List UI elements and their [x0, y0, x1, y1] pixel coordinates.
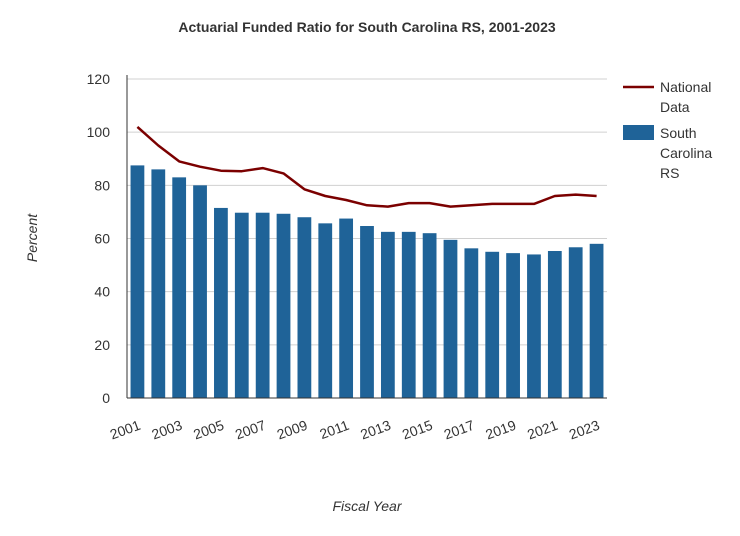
- y-tick-label: 0: [102, 390, 110, 406]
- x-tick-label: 2001: [108, 417, 143, 443]
- y-axis-label: Percent: [24, 213, 40, 262]
- x-tick-labels: 2001 2003 2005 2007 2009 2011 2013 2015 2017 2019…: [108, 417, 602, 443]
- y-tick-label: 100: [87, 124, 111, 140]
- legend-state-line-3: RS: [660, 165, 679, 181]
- x-tick-label: 2023: [567, 417, 602, 443]
- legend-label-national: National Data: [660, 79, 715, 115]
- axes: [126, 75, 607, 399]
- legend-national-line-1: National: [660, 79, 711, 95]
- bar-2005: [214, 207, 228, 398]
- bar-2015: [422, 233, 437, 398]
- x-tick-label: 2003: [149, 417, 184, 443]
- bar-series-south-carolina: [130, 165, 604, 398]
- x-tick-label: 2015: [400, 417, 435, 443]
- bar-2013: [380, 231, 395, 398]
- legend-label-state: South Carolina RS: [660, 125, 716, 181]
- legend-national-line-2: Data: [660, 99, 690, 115]
- bar-2023: [589, 243, 604, 398]
- bar-2003: [172, 177, 187, 398]
- y-tick-label: 120: [87, 71, 111, 87]
- x-tick-label: 2019: [483, 417, 518, 443]
- bar-2004: [193, 185, 207, 398]
- bar-2012: [360, 226, 374, 398]
- bar-2022: [568, 247, 583, 398]
- bar-2006: [234, 212, 249, 398]
- bar-2021: [547, 250, 562, 398]
- line-series-national: [136, 125, 597, 208]
- y-tick-label: 20: [94, 337, 110, 353]
- x-tick-label: 2017: [442, 417, 477, 443]
- bar-2014: [401, 231, 416, 398]
- legend-state-line-2: Carolina: [660, 145, 712, 161]
- legend-bar-swatch: [623, 125, 654, 140]
- chart-title: Actuarial Funded Ratio for South Carolin…: [178, 19, 556, 35]
- bar-2017: [464, 248, 479, 398]
- legend: National Data South Carolina RS: [623, 79, 716, 181]
- x-tick-label: 2013: [358, 417, 393, 443]
- bar-2001: [130, 165, 145, 398]
- x-tick-label: 2009: [275, 417, 310, 443]
- bar-2019: [506, 253, 520, 398]
- bar-2018: [485, 251, 500, 398]
- legend-state-line-1: South: [660, 125, 697, 141]
- bar-2010: [318, 223, 333, 398]
- x-tick-label: 2011: [317, 417, 351, 442]
- bar-2016: [443, 239, 458, 398]
- national-data-line: [136, 125, 597, 208]
- y-tick-labels: 0 20 40 60 80 100 120: [87, 71, 111, 406]
- bar-2002: [151, 169, 166, 398]
- bar-2007: [255, 212, 270, 398]
- bar-2011: [339, 218, 354, 398]
- bar-2009: [297, 217, 312, 398]
- x-tick-label: 2021: [525, 417, 560, 443]
- x-axis-label: Fiscal Year: [333, 498, 403, 514]
- bar-2008: [276, 213, 291, 398]
- x-tick-label: 2005: [191, 417, 226, 443]
- y-tick-label: 40: [94, 284, 110, 300]
- x-tick-label: 2007: [233, 417, 268, 443]
- y-tick-label: 80: [94, 177, 110, 193]
- y-tick-label: 60: [94, 231, 110, 247]
- bar-2020: [527, 254, 541, 398]
